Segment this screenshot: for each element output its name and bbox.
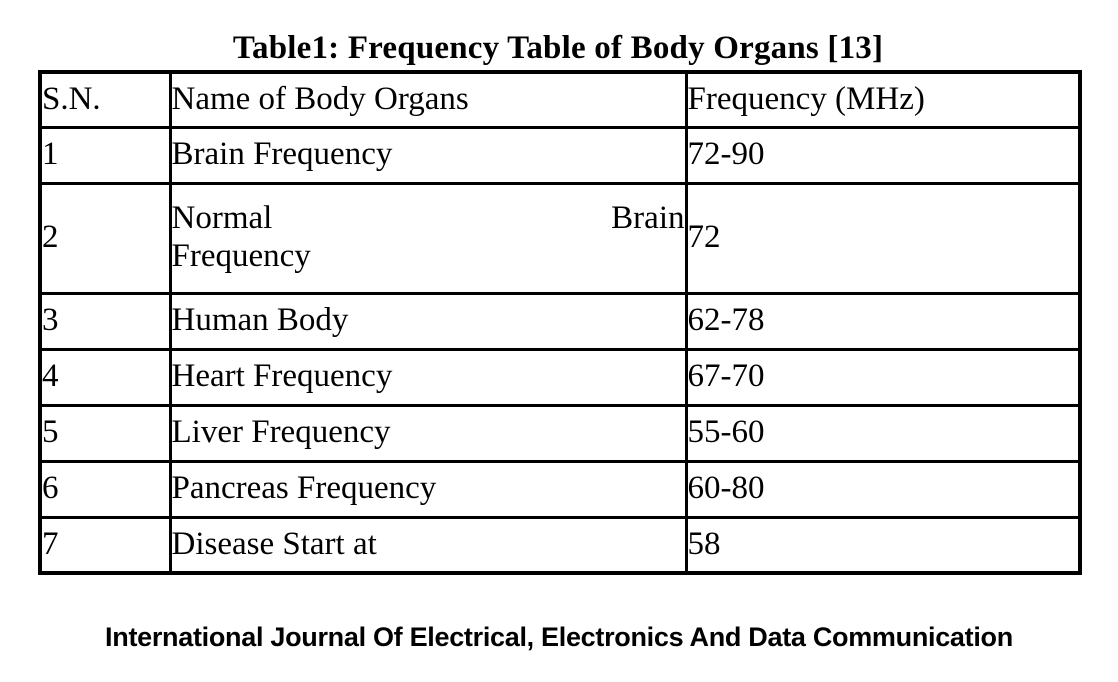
table-row: 3 Human Body 62-78 (38, 291, 1082, 351)
cell-frequency-value: 55-60 (684, 403, 1082, 463)
cell-organ-name: Human Body (168, 291, 688, 351)
table-row: 4 Heart Frequency 67-70 (38, 347, 1082, 407)
cell-serial-number: 7 (38, 515, 172, 575)
cell-serial-number: 3 (38, 291, 172, 351)
cell-organ-name: Disease Start at (168, 515, 688, 575)
header-frequency: Frequency (MHz) (684, 70, 1082, 129)
header-organ-name: Name of Body Organs (168, 70, 688, 129)
table-header-row: S.N. Name of Body Organs Frequency (MHz) (38, 70, 1082, 129)
line-left-word: Normal (171, 200, 273, 237)
cell-serial-number: 2 (38, 181, 172, 295)
cell-serial-number: 6 (38, 459, 172, 519)
table-row: 6 Pancreas Frequency 60-80 (38, 459, 1082, 519)
plain-line: Frequency (171, 238, 311, 274)
cell-frequency-value: 58 (684, 515, 1082, 575)
journal-footer: International Journal Of Electrical, Ele… (105, 622, 1013, 652)
cell-serial-number: 1 (38, 125, 172, 185)
cell-frequency-value: 72-90 (684, 125, 1082, 185)
cell-frequency-value: 62-78 (684, 291, 1082, 351)
cell-serial-number: 5 (38, 403, 172, 463)
header-sn: S.N. (38, 70, 172, 129)
cell-organ-name: Heart Frequency (168, 347, 688, 407)
line-right-word: Brain (611, 200, 685, 237)
table-caption: Table1: Frequency Table of Body Organs [… (232, 30, 884, 66)
cell-frequency-value: 60-80 (684, 459, 1082, 519)
cell-frequency-value: 67-70 (684, 347, 1082, 407)
table-row: 5 Liver Frequency 55-60 (38, 403, 1082, 463)
table-body: 1 Brain Frequency 72-90 2 Normal Brain Frequen… (38, 125, 1082, 575)
cell-organ-name: Liver Frequency (168, 403, 688, 463)
cell-organ-name: Brain Frequency (168, 125, 688, 185)
table-row: 2 Normal Brain Frequency 72 (38, 181, 1082, 295)
cell-organ-name: Pancreas Frequency (168, 459, 688, 519)
table-row: 7 Disease Start at 58 (38, 515, 1082, 575)
cell-frequency-value: 72 (684, 181, 1082, 295)
frequency-table: S.N. Name of Body Organs Frequency (MHz)… (38, 70, 1082, 575)
table-row: 1 Brain Frequency 72-90 (38, 125, 1082, 185)
cell-serial-number: 4 (38, 347, 172, 407)
cell-organ-name: Normal Brain Frequency (168, 181, 688, 295)
justified-line: Normal Brain (171, 200, 685, 238)
